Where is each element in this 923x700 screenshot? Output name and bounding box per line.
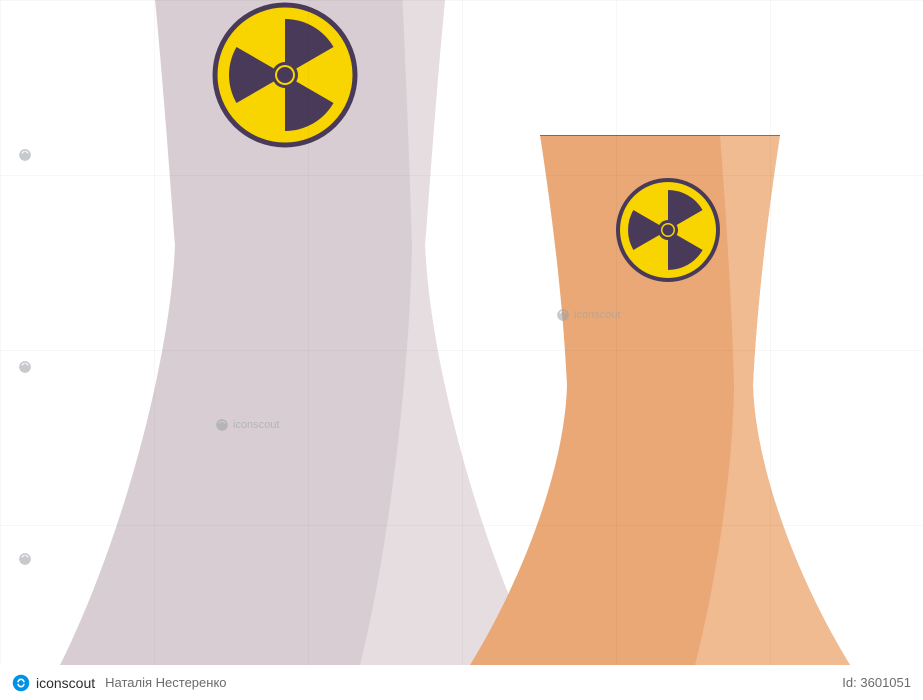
- asset-id: Id: 3601051: [842, 675, 911, 690]
- watermark-icon: [18, 552, 32, 566]
- iconscout-glyph-icon: [18, 552, 32, 566]
- iconscout-logo-icon: [12, 674, 30, 692]
- author-name[interactable]: Наталія Нестеренко: [105, 675, 226, 690]
- illustration-canvas: iconscout iconscout: [0, 0, 923, 700]
- watermark-icon: [18, 148, 32, 162]
- brand-name: iconscout: [36, 675, 95, 691]
- cooling-tower-small: [470, 135, 850, 665]
- cooling-tower-large: [60, 0, 540, 665]
- id-value: 3601051: [860, 675, 911, 690]
- attribution-bar: iconscout Наталія Нестеренко Id: 3601051: [0, 665, 923, 700]
- iconscout-glyph-icon: [18, 360, 32, 374]
- brand-logo[interactable]: iconscout: [12, 674, 95, 692]
- iconscout-glyph-icon: [18, 148, 32, 162]
- id-label: Id:: [842, 675, 856, 690]
- watermark-icon: [18, 360, 32, 374]
